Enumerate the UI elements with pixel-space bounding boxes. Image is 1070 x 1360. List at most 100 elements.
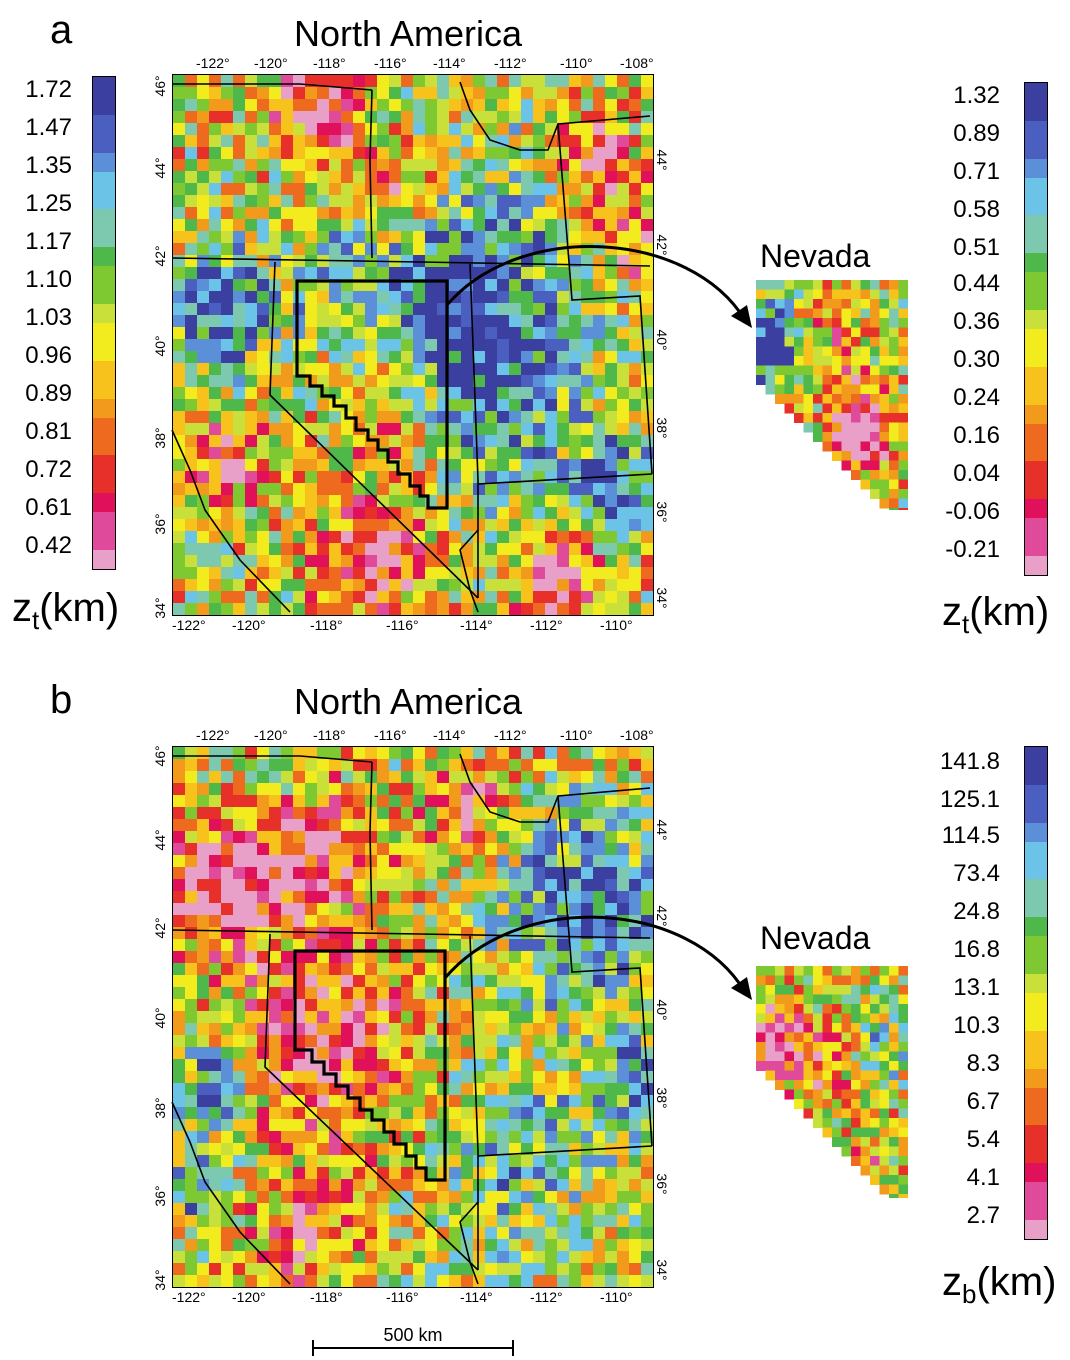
- raster-cell: [197, 927, 210, 940]
- raster-cell: [473, 195, 486, 208]
- raster-cell: [317, 1119, 330, 1132]
- raster-cell: [173, 243, 186, 256]
- raster-cell: [209, 99, 222, 112]
- raster-cell: [557, 819, 570, 832]
- raster-cell: [341, 111, 354, 124]
- raster-cell: [497, 1095, 510, 1108]
- raster-cell: [557, 591, 570, 604]
- raster-cell: [197, 315, 210, 328]
- raster-cell: [221, 1227, 234, 1240]
- raster-cell: [305, 363, 318, 376]
- raster-cell: [497, 87, 510, 100]
- raster-cell: [629, 495, 642, 508]
- raster-cell: [775, 375, 785, 385]
- raster-cell: [173, 591, 186, 604]
- raster-cell: [473, 543, 486, 556]
- raster-cell: [641, 795, 653, 808]
- raster-cell: [605, 951, 618, 964]
- raster-cell: [377, 303, 390, 316]
- raster-cell: [569, 519, 582, 532]
- raster-cell: [860, 346, 871, 357]
- colorbar-swatch: [93, 247, 115, 267]
- raster-cell: [437, 1011, 450, 1024]
- raster-cell: [365, 1227, 378, 1240]
- raster-cell: [461, 1047, 474, 1060]
- raster-cell: [485, 1263, 498, 1276]
- raster-cell: [353, 183, 366, 196]
- raster-cell: [497, 195, 510, 208]
- colorbar-swatch: [1025, 215, 1047, 235]
- raster-cell: [365, 579, 378, 592]
- raster-cell: [269, 1131, 282, 1144]
- raster-cell: [497, 411, 510, 424]
- raster-cell: [593, 747, 606, 760]
- raster-cell: [485, 75, 498, 88]
- raster-cell: [889, 327, 899, 338]
- raster-cell: [365, 363, 378, 376]
- raster-cell: [317, 159, 330, 172]
- raster-cell: [860, 994, 871, 1005]
- raster-cell: [557, 1011, 570, 1024]
- colorbar-label: 5.4: [966, 1126, 1000, 1153]
- raster-cell: [784, 1051, 795, 1062]
- raster-cell: [341, 1215, 354, 1228]
- raster-cell: [305, 387, 318, 400]
- raster-cell: [353, 1251, 366, 1264]
- raster-cell: [437, 267, 450, 280]
- raster-cell: [185, 279, 198, 292]
- raster-cell: [209, 159, 222, 172]
- raster-cell: [293, 339, 306, 352]
- raster-cell: [533, 219, 546, 232]
- raster-cell: [245, 411, 258, 424]
- raster-cell: [245, 483, 258, 496]
- raster-cell: [341, 939, 354, 952]
- raster-cell: [317, 411, 330, 424]
- raster-cell: [879, 1089, 890, 1100]
- raster-cell: [389, 759, 402, 772]
- raster-cell: [233, 231, 246, 244]
- raster-cell: [449, 399, 462, 412]
- raster-cell: [851, 985, 861, 995]
- raster-cell: [605, 339, 618, 352]
- raster-cell: [557, 1239, 570, 1252]
- colorbar-swatch: [1025, 747, 1047, 766]
- raster-cell: [425, 87, 438, 100]
- raster-cell: [784, 318, 795, 328]
- raster-cell: [317, 579, 330, 592]
- raster-cell: [533, 135, 546, 148]
- raster-cell: [629, 771, 642, 784]
- raster-cell: [593, 591, 606, 604]
- raster-cell: [879, 327, 890, 338]
- raster-cell: [329, 375, 342, 388]
- raster-cell: [461, 495, 474, 508]
- raster-cell: [870, 441, 880, 452]
- raster-cell: [485, 171, 498, 184]
- raster-cell: [581, 783, 594, 796]
- raster-cell: [257, 843, 270, 856]
- raster-cell: [641, 1155, 653, 1168]
- raster-cell: [803, 394, 814, 404]
- raster-cell: [629, 291, 642, 304]
- raster-cell: [545, 519, 558, 532]
- raster-cell: [461, 1155, 474, 1168]
- raster-cell: [209, 963, 222, 976]
- raster-cell: [521, 831, 534, 844]
- raster-cell: [329, 519, 342, 532]
- raster-cell: [293, 1143, 306, 1156]
- raster-cell: [305, 519, 318, 532]
- raster-cell: [629, 795, 642, 808]
- colorbar-swatch: [1025, 803, 1047, 823]
- raster-cell: [353, 1035, 366, 1048]
- raster-cell: [898, 508, 908, 510]
- raster-cell: [341, 1143, 354, 1156]
- raster-cell: [221, 903, 234, 916]
- raster-cell: [617, 915, 630, 928]
- raster-cell: [341, 963, 354, 976]
- raster-cell: [449, 747, 462, 760]
- raster-cell: [221, 507, 234, 520]
- raster-cell: [533, 1263, 546, 1276]
- raster-cell: [775, 337, 785, 347]
- raster-cell: [221, 531, 234, 544]
- raster-cell: [545, 351, 558, 364]
- raster-cell: [841, 346, 852, 357]
